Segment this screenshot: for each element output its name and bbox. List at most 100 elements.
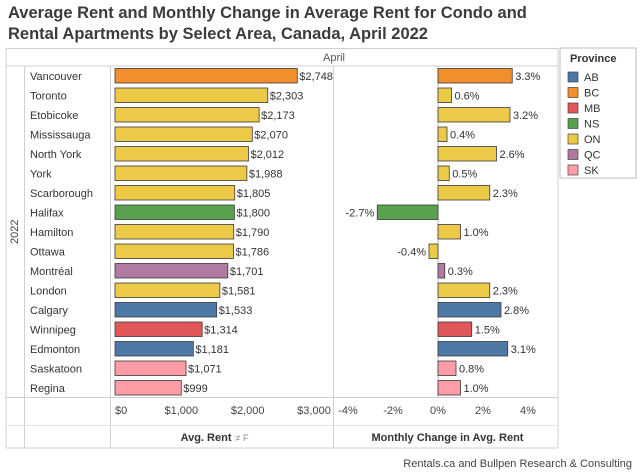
legend-swatch[interactable]: [567, 118, 579, 129]
rent-bar[interactable]: [114, 68, 298, 84]
category-label: Mississauga: [30, 129, 91, 141]
change-value-label: 3.2%: [513, 110, 538, 122]
rent-bar[interactable]: [114, 380, 182, 396]
rent-axis-title: Avg. Rent ≠ F: [181, 432, 249, 444]
change-bar[interactable]: [437, 68, 513, 84]
rent-tick-label: $0: [115, 405, 127, 417]
rent-bar[interactable]: [114, 185, 236, 201]
change-bar[interactable]: [437, 360, 457, 376]
change-value-label: 1.5%: [475, 324, 500, 336]
change-bar[interactable]: [437, 380, 461, 396]
legend-title: Province: [570, 53, 616, 65]
category-label: Regina: [30, 383, 66, 395]
rent-axis-title-text: Avg. Rent: [181, 432, 232, 444]
change-value-label: 0.8%: [459, 363, 484, 375]
legend-item-label[interactable]: ON: [584, 134, 601, 146]
legend-item-label[interactable]: QC: [584, 150, 601, 162]
rent-value-label: $1,988: [249, 168, 283, 180]
category-label: Etobicoke: [30, 110, 78, 122]
rent-bar[interactable]: [114, 302, 218, 318]
legend-swatch[interactable]: [567, 87, 579, 98]
rent-bar[interactable]: [114, 263, 229, 279]
rent-bar[interactable]: [114, 321, 203, 337]
change-bar[interactable]: [437, 302, 502, 318]
rent-tick-label: $3,000: [297, 405, 331, 417]
change-tick-label: 0%: [430, 405, 446, 417]
column-header: April: [323, 52, 345, 64]
change-tick-label: -4%: [338, 405, 358, 417]
rent-bar[interactable]: [114, 224, 235, 240]
change-value-label: 0.6%: [455, 90, 480, 102]
change-bar[interactable]: [376, 204, 439, 220]
rent-bar[interactable]: [114, 243, 234, 259]
change-bar[interactable]: [437, 185, 491, 201]
category-label: Edmonton: [30, 344, 80, 356]
change-value-label: 2.6%: [500, 149, 525, 161]
rent-value-label: $1,790: [236, 227, 270, 239]
category-label: York: [30, 168, 52, 180]
change-bar[interactable]: [437, 165, 450, 181]
source-note: Rentals.ca and Bullpen Research & Consul…: [403, 458, 632, 470]
change-bar[interactable]: [428, 243, 439, 259]
change-bar[interactable]: [437, 126, 448, 142]
rent-bar[interactable]: [114, 87, 269, 103]
rent-value-label: $1,581: [222, 285, 256, 297]
change-value-label: 0.3%: [448, 266, 473, 278]
change-value-label: 0.5%: [452, 168, 477, 180]
change-bar[interactable]: [437, 107, 511, 123]
rent-bar[interactable]: [114, 341, 194, 357]
change-bar[interactable]: [437, 224, 461, 240]
category-label: North York: [30, 149, 82, 161]
change-axis-title: Monthly Change in Avg. Rent: [372, 432, 524, 444]
change-bar[interactable]: [437, 263, 446, 279]
change-bar[interactable]: [437, 321, 473, 337]
legend-swatch[interactable]: [567, 71, 579, 83]
legend-swatch[interactable]: [567, 164, 579, 176]
rent-value-label: $1,800: [236, 207, 270, 219]
change-bar[interactable]: [437, 87, 452, 103]
change-bar[interactable]: [437, 341, 509, 357]
change-value-label: 3.1%: [511, 344, 536, 356]
rent-value-label: $1,533: [219, 305, 253, 317]
legend-swatch[interactable]: [567, 133, 579, 145]
change-bars[interactable]: 3.3% 0.6% 3.2% 0.4% 2.6% 0.5% 2.3% -2.7% 1.0% -0.…: [346, 68, 541, 396]
sort-icon[interactable]: ≠ F: [236, 433, 249, 443]
change-value-label: 3.3%: [515, 71, 540, 83]
rent-bar[interactable]: [114, 204, 235, 220]
change-bar[interactable]: [437, 146, 497, 162]
rent-value-label: $1,786: [235, 246, 269, 258]
row-group-year-label: 2022: [9, 220, 21, 244]
category-labels: Vancouver Toronto Etobicoke Mississauga Nort…: [30, 71, 93, 395]
legend-item-label[interactable]: SK: [584, 165, 599, 177]
rent-bar[interactable]: [114, 146, 249, 162]
category-label: Winnipeg: [30, 324, 76, 336]
change-value-label: -0.4%: [397, 246, 426, 258]
rent-value-label: $1,071: [188, 363, 222, 375]
category-label: Scarborough: [30, 188, 93, 200]
legend[interactable]: Province AB BC MB NS ON QC SK: [559, 47, 637, 179]
legend-item-label[interactable]: MB: [584, 103, 601, 115]
category-label: Vancouver: [30, 71, 82, 83]
rent-value-label: $1,314: [204, 324, 238, 336]
legend-swatch[interactable]: [567, 149, 579, 160]
rent-bar[interactable]: [114, 360, 187, 376]
change-bar[interactable]: [437, 282, 491, 298]
rent-bars[interactable]: $2,748 $2,303 $2,173 $2,070 $2,012 $1,988 $1,8…: [114, 68, 333, 396]
change-tick-label: 2%: [475, 405, 491, 417]
chart-title: Average Rent and Monthly Change in Avera…: [8, 4, 527, 43]
rent-bar[interactable]: [114, 107, 260, 123]
rent-value-label: $999: [183, 383, 207, 395]
legend-item-label[interactable]: AB: [584, 72, 599, 84]
rent-value-label: $2,070: [254, 129, 288, 141]
legend-swatch[interactable]: [567, 102, 579, 114]
change-tick-label: 4%: [520, 405, 536, 417]
category-label: Calgary: [30, 305, 68, 317]
legend-item-label[interactable]: NS: [584, 119, 599, 131]
legend-item-label[interactable]: BC: [584, 88, 599, 100]
rent-value-label: $2,173: [261, 110, 295, 122]
rent-value-label: $1,181: [195, 344, 229, 356]
rent-bar[interactable]: [114, 165, 248, 181]
category-label: Toronto: [30, 90, 67, 102]
rent-bar[interactable]: [114, 126, 253, 142]
rent-bar[interactable]: [114, 282, 221, 298]
